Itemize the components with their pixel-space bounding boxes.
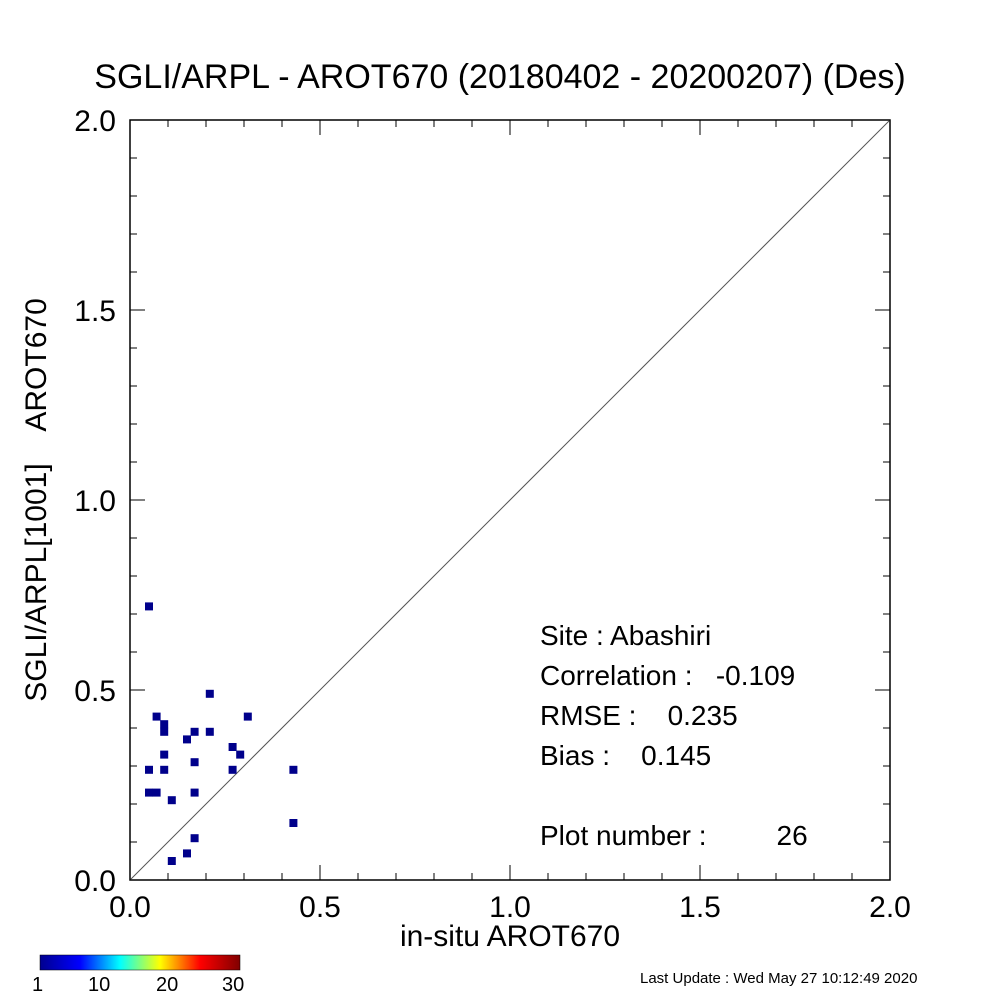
data-point — [183, 849, 191, 858]
data-point — [228, 765, 237, 774]
data-point — [205, 689, 214, 698]
stat-bias: Bias : 0.145 — [540, 740, 712, 771]
data-point — [205, 727, 214, 736]
data-point — [152, 712, 161, 721]
data-point — [145, 765, 153, 774]
colorbar-tick-label: 20 — [156, 974, 179, 996]
data-point — [160, 750, 169, 759]
y-tick-label: 1.5 — [74, 295, 116, 328]
y-tick-label: 0.0 — [74, 865, 116, 898]
x-tick-label: 0.5 — [299, 891, 341, 924]
data-point — [152, 788, 161, 797]
stat-correlation: Correlation : -0.109 — [540, 660, 796, 691]
stat-site: Site : Abashiri — [540, 620, 712, 651]
data-point — [183, 735, 191, 744]
data-point — [236, 750, 245, 759]
y-tick-label: 2.0 — [74, 105, 116, 138]
x-tick-label: 1.0 — [489, 891, 531, 924]
data-point — [160, 720, 169, 729]
data-point — [145, 788, 153, 797]
colorbar-tick-label: 30 — [222, 974, 245, 996]
data-point — [160, 727, 169, 736]
data-point — [243, 712, 252, 721]
data-point — [190, 758, 199, 767]
y-tick-label: 1.0 — [74, 485, 116, 518]
one-to-one-line — [129, 119, 891, 881]
y-axis-label: SGLI/ARPL[1001] AROT670 — [20, 298, 53, 702]
colorbar-tick-label: 10 — [88, 974, 111, 996]
data-point — [190, 727, 199, 736]
data-point — [190, 834, 199, 843]
y-tick-label: 0.5 — [74, 675, 116, 708]
data-point — [167, 796, 176, 805]
data-point — [167, 857, 176, 865]
stat-plot-number: Plot number : 26 — [540, 820, 808, 851]
chart-title: SGLI/ARPL - AROT670 (20180402 - 20200207… — [94, 58, 906, 96]
last-update-text: Last Update : Wed May 27 10:12:49 2020 — [640, 970, 918, 987]
stat-rmse: RMSE : 0.235 — [540, 700, 738, 731]
data-point — [145, 602, 153, 611]
data-point — [160, 765, 169, 774]
colorbar — [39, 954, 241, 971]
x-tick-label: 2.0 — [869, 891, 911, 924]
colorbar-tick-label: 1 — [32, 974, 44, 996]
data-point — [289, 819, 298, 827]
x-tick-label: 1.5 — [679, 891, 721, 924]
data-point — [289, 765, 298, 774]
x-axis-label: in-situ AROT670 — [399, 920, 621, 953]
data-point — [228, 743, 237, 751]
data-point — [190, 788, 199, 797]
x-tick-label: 0.0 — [109, 891, 151, 924]
